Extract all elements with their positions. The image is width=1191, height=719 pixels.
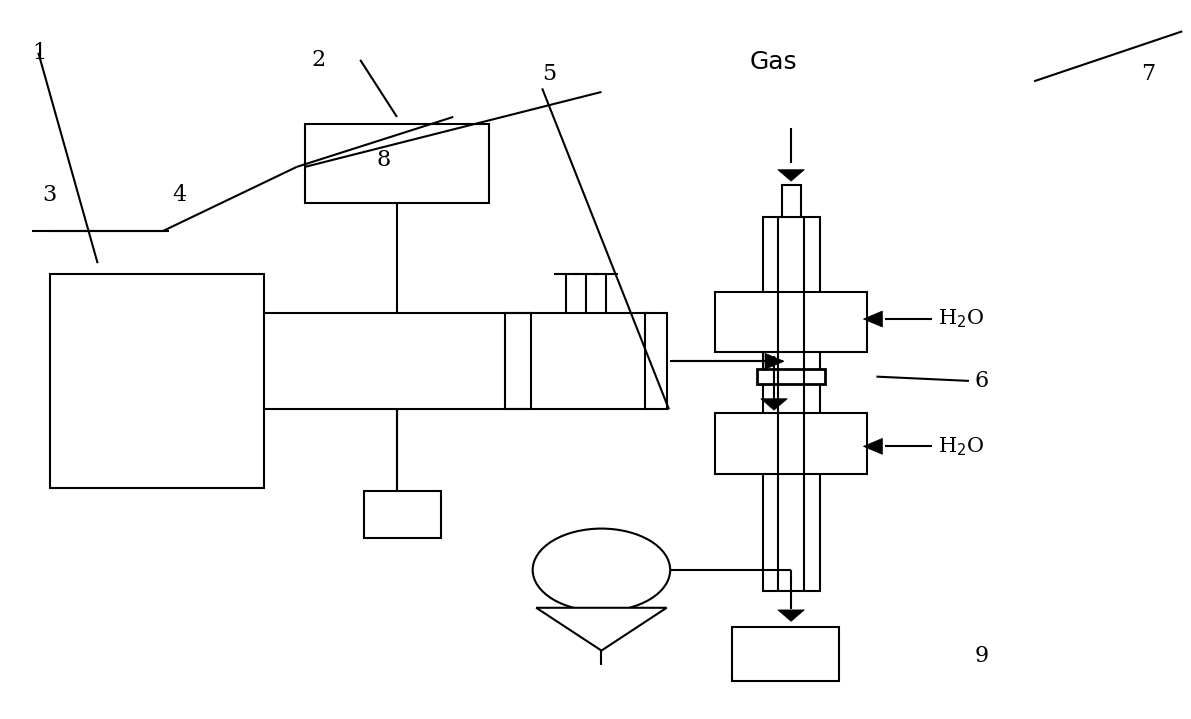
Text: 2: 2 [311, 49, 325, 71]
Polygon shape [761, 399, 787, 410]
Bar [716, 292, 867, 352]
Text: 9: 9 [975, 644, 989, 667]
Bar [731, 627, 838, 681]
Bar [50, 274, 263, 488]
Text: 7: 7 [1141, 63, 1155, 85]
Polygon shape [765, 353, 784, 370]
Polygon shape [778, 170, 804, 181]
Text: H$_2$O: H$_2$O [939, 435, 984, 458]
Text: 1: 1 [32, 42, 46, 64]
Bar [756, 369, 825, 385]
Text: Gas: Gas [749, 50, 797, 74]
Polygon shape [863, 439, 883, 454]
Text: 8: 8 [376, 149, 391, 170]
Bar [505, 313, 531, 409]
Text: 3: 3 [42, 184, 56, 206]
Bar [646, 313, 667, 409]
Bar [762, 217, 819, 591]
Polygon shape [778, 610, 804, 621]
Text: 4: 4 [173, 184, 187, 206]
Bar [305, 124, 488, 203]
Text: 5: 5 [542, 63, 556, 85]
Bar [716, 413, 867, 474]
Bar [781, 185, 800, 217]
Bar [364, 492, 442, 538]
Text: H$_2$O: H$_2$O [939, 308, 984, 330]
Text: 6: 6 [975, 370, 989, 392]
Polygon shape [863, 311, 883, 327]
Polygon shape [536, 608, 667, 651]
